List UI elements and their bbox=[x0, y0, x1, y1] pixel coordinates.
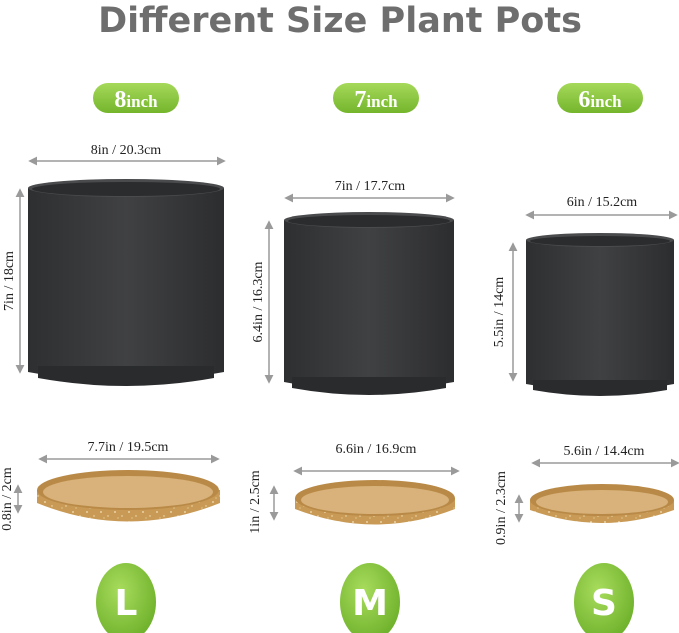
saucer-height-label: 1in / 2.5cm bbox=[248, 470, 263, 533]
saucer-width-label: 7.7in / 19.5cm bbox=[88, 440, 169, 455]
badge-unit: inch bbox=[126, 92, 158, 111]
saucer-medium bbox=[295, 480, 455, 525]
saucer-width-label: 6.6in / 16.9cm bbox=[336, 442, 417, 457]
pot-height-label: 7in / 18cm bbox=[2, 251, 17, 311]
pot-width-label: 7in / 17.7cm bbox=[335, 179, 405, 194]
pot-width-label: 6in / 15.2cm bbox=[567, 195, 637, 210]
size-badge-m: M bbox=[340, 563, 400, 633]
saucer-width-label: 5.6in / 14.4cm bbox=[564, 444, 645, 459]
saucer-height-label: 0.8in / 2cm bbox=[0, 467, 15, 530]
svg-text:7inch: 7inch bbox=[354, 87, 398, 113]
size-letter: S bbox=[591, 583, 617, 624]
badge-number: 7 bbox=[354, 87, 366, 113]
badge-number: 6 bbox=[578, 87, 590, 113]
pot-height-label: 6.4in / 16.3cm bbox=[251, 261, 266, 342]
saucer-large bbox=[37, 470, 220, 522]
page-title: Different Size Plant Pots bbox=[98, 1, 582, 41]
pot-width-label: 8in / 20.3cm bbox=[91, 143, 161, 158]
pot-small bbox=[526, 233, 674, 396]
badge-7inch: 7inch bbox=[333, 83, 419, 113]
pot-medium bbox=[284, 212, 454, 395]
svg-text:6inch: 6inch bbox=[578, 87, 622, 113]
size-badge-s: S bbox=[574, 563, 634, 633]
pot-large bbox=[28, 179, 224, 386]
svg-text:8inch: 8inch bbox=[114, 87, 158, 113]
badge-8inch: 8inch bbox=[93, 83, 179, 113]
saucer-height-label: 0.9in / 2.3cm bbox=[494, 471, 509, 545]
badge-6inch: 6inch bbox=[557, 83, 643, 113]
size-letter: L bbox=[115, 583, 138, 624]
badge-unit: inch bbox=[366, 92, 398, 111]
size-badge-l: L bbox=[96, 563, 156, 633]
saucer-small bbox=[530, 484, 674, 523]
pot-height-label: 5.5in / 14cm bbox=[492, 277, 507, 347]
badge-number: 8 bbox=[114, 87, 126, 113]
badge-unit: inch bbox=[590, 92, 622, 111]
size-letter: M bbox=[352, 583, 388, 624]
